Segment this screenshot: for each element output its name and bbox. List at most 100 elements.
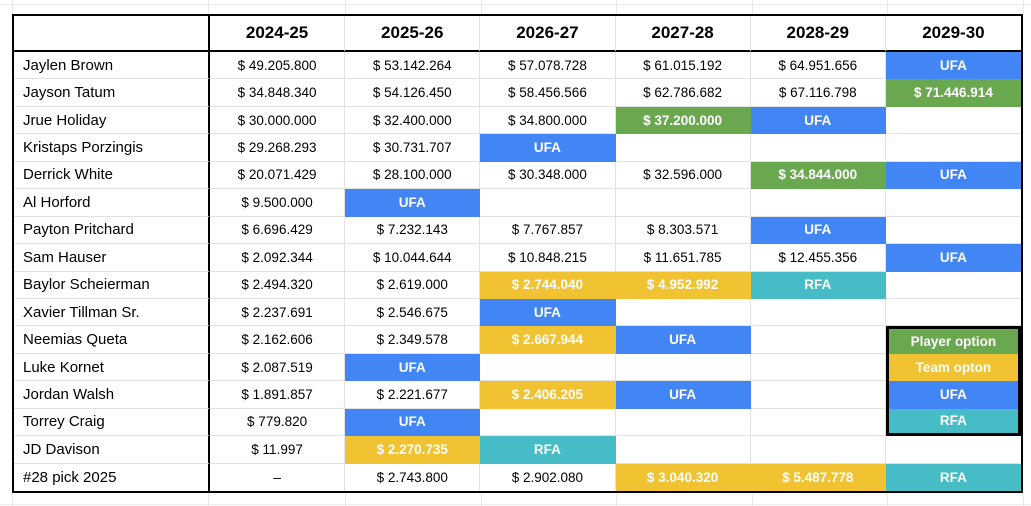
salary-cell[interactable] (480, 408, 616, 437)
salary-cell[interactable] (750, 326, 886, 354)
salary-cell[interactable] (750, 353, 886, 382)
player-name-cell[interactable]: Payton Pritchard (14, 216, 210, 245)
salary-cell[interactable] (885, 436, 1021, 464)
season-header-2024-25[interactable]: 2024-25 (210, 16, 346, 52)
salary-cell[interactable]: $ 6.696.429 (210, 216, 346, 245)
status-cell[interactable]: UFA (750, 216, 886, 245)
salary-cell[interactable]: $ 2.902.080 (480, 463, 616, 491)
salary-cell[interactable] (750, 134, 886, 162)
salary-cell[interactable]: $ 11.651.785 (615, 244, 751, 272)
status-cell[interactable]: RFA (480, 436, 616, 464)
salary-cell[interactable]: – (210, 463, 346, 491)
salary-cell[interactable] (885, 107, 1021, 135)
season-header-2029-30[interactable]: 2029-30 (885, 16, 1021, 52)
salary-cell[interactable]: $ 12.455.356 (750, 244, 886, 272)
salary-cell[interactable]: $ 53.142.264 (345, 52, 481, 80)
status-cell[interactable]: UFA (750, 106, 886, 135)
salary-cell[interactable] (750, 189, 886, 217)
salary-cell[interactable]: $ 30.348.000 (480, 161, 616, 190)
season-header-2028-29[interactable]: 2028-29 (750, 16, 886, 52)
status-cell[interactable]: UFA (885, 52, 1021, 80)
salary-cell[interactable]: $ 67.116.798 (750, 79, 886, 107)
player-name-cell[interactable]: Neemias Queta (14, 326, 210, 354)
player-name-cell[interactable]: Jordan Walsh (14, 381, 210, 409)
player-name-cell[interactable]: Jaylen Brown (14, 52, 210, 80)
salary-cell[interactable]: $ 34.800.000 (480, 106, 616, 135)
salary-cell[interactable]: $ 58.456.566 (480, 79, 616, 107)
status-cell[interactable]: $ 4.952.992 (615, 271, 751, 299)
player-name-cell[interactable]: Al Horford (14, 189, 210, 217)
season-header-2025-26[interactable]: 2025-26 (345, 16, 481, 52)
salary-cell[interactable] (615, 134, 751, 162)
salary-cell[interactable]: $ 2.619.000 (345, 271, 481, 299)
player-name-cell[interactable]: Kristaps Porzingis (14, 134, 210, 162)
salary-cell[interactable]: $ 62.786.682 (615, 79, 751, 107)
salary-cell[interactable] (615, 298, 751, 327)
salary-cell[interactable]: $ 779.820 (210, 408, 346, 437)
salary-cell[interactable] (885, 134, 1021, 162)
salary-cell[interactable]: $ 2.092.344 (210, 244, 346, 272)
salary-cell[interactable]: $ 29.268.293 (210, 134, 346, 162)
legend-item-player-option[interactable]: Player option (885, 326, 1021, 354)
salary-cell[interactable]: $ 7.767.857 (480, 216, 616, 245)
salary-cell[interactable] (750, 298, 886, 327)
status-cell[interactable]: $ 2.406.205 (480, 381, 616, 409)
salary-cell[interactable] (615, 189, 751, 217)
salary-cell[interactable]: $ 2.162.606 (210, 326, 346, 354)
player-name-cell[interactable]: Baylor Scheierman (14, 271, 210, 299)
status-cell[interactable]: $ 37.200.000 (615, 106, 751, 135)
salary-cell[interactable]: $ 57.078.728 (480, 52, 616, 80)
salary-cell[interactable]: $ 32.596.000 (615, 161, 751, 190)
salary-cell[interactable]: $ 9.500.000 (210, 189, 346, 217)
salary-cell[interactable]: $ 10.848.215 (480, 244, 616, 272)
salary-cell[interactable]: $ 20.071.429 (210, 161, 346, 190)
salary-cell[interactable] (885, 217, 1021, 245)
status-cell[interactable]: UFA (480, 298, 616, 327)
player-name-cell[interactable]: Derrick White (14, 161, 210, 190)
salary-cell[interactable]: $ 61.015.192 (615, 52, 751, 80)
status-cell[interactable]: $ 5.487.778 (750, 463, 886, 491)
legend-item-team-opton[interactable]: Team opton (885, 353, 1021, 382)
salary-cell[interactable]: $ 2.546.675 (345, 298, 481, 327)
salary-cell[interactable]: $ 28.100.000 (345, 161, 481, 190)
salary-cell[interactable]: $ 30.731.707 (345, 134, 481, 162)
salary-cell[interactable] (615, 353, 751, 382)
salary-cell[interactable]: $ 30.000.000 (210, 106, 346, 135)
status-cell[interactable]: $ 3.040.320 (615, 463, 751, 491)
status-cell[interactable]: UFA (345, 353, 481, 382)
status-cell[interactable]: $ 71.446.914 (885, 79, 1021, 107)
player-name-cell[interactable]: #28 pick 2025 (14, 463, 210, 491)
player-name-cell[interactable]: Luke Kornet (14, 353, 210, 382)
player-name-cell[interactable]: Jrue Holiday (14, 106, 210, 135)
salary-cell[interactable]: $ 2.221.677 (345, 381, 481, 409)
salary-cell[interactable] (885, 299, 1021, 327)
salary-cell[interactable] (615, 436, 751, 464)
status-cell[interactable]: UFA (345, 189, 481, 217)
player-name-cell[interactable]: Jayson Tatum (14, 79, 210, 107)
salary-cell[interactable]: $ 2.237.691 (210, 298, 346, 327)
legend-item-rfa[interactable]: RFA (885, 408, 1021, 437)
status-cell[interactable]: RFA (885, 463, 1021, 491)
salary-cell[interactable] (885, 189, 1021, 217)
salary-cell[interactable]: $ 8.303.571 (615, 216, 751, 245)
season-header-2026-27[interactable]: 2026-27 (480, 16, 616, 52)
player-name-cell[interactable]: Xavier Tillman Sr. (14, 298, 210, 327)
salary-cell[interactable]: $ 34.848.340 (210, 79, 346, 107)
status-cell[interactable]: UFA (480, 134, 616, 162)
salary-cell[interactable]: $ 2.743.800 (345, 463, 481, 491)
status-cell[interactable]: $ 2.744.040 (480, 271, 616, 299)
salary-cell[interactable]: $ 1.891.857 (210, 381, 346, 409)
status-cell[interactable]: UFA (615, 326, 751, 354)
status-cell[interactable]: UFA (615, 381, 751, 409)
salary-cell[interactable]: $ 2.087.519 (210, 353, 346, 382)
player-name-cell[interactable]: JD Davison (14, 436, 210, 464)
salary-cell[interactable]: $ 11.997 (210, 436, 346, 464)
status-cell[interactable]: RFA (750, 271, 886, 299)
status-cell[interactable]: $ 2.270.735 (345, 436, 481, 464)
salary-cell[interactable]: $ 2.494.320 (210, 271, 346, 299)
salary-cell[interactable] (750, 381, 886, 409)
salary-cell[interactable] (480, 189, 616, 217)
status-cell[interactable]: UFA (885, 244, 1021, 272)
salary-cell[interactable]: $ 7.232.143 (345, 216, 481, 245)
corner-header-cell[interactable] (14, 16, 210, 52)
